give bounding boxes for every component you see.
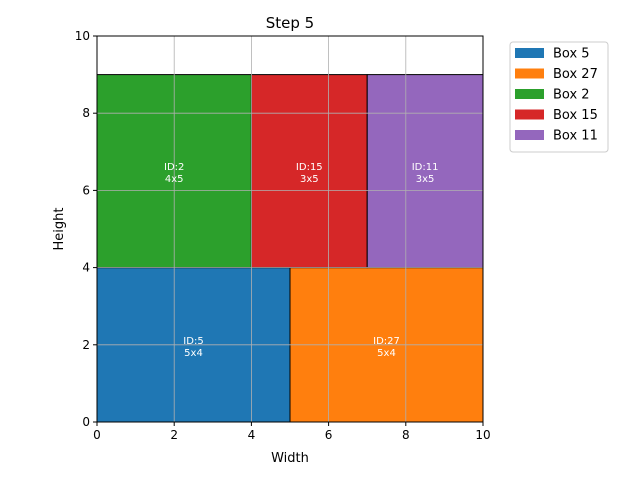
y-tick-label: 0 — [82, 415, 90, 429]
x-axis-label: Width — [271, 451, 309, 466]
legend-label-box-27: Box 27 — [553, 67, 598, 82]
legend-label-box-11: Box 11 — [553, 129, 598, 144]
x-tick-label: 10 — [475, 428, 490, 442]
y-tick-label: 6 — [82, 183, 90, 197]
chart-title: Step 5 — [266, 14, 314, 32]
box-11-id-label: ID:11 — [412, 162, 439, 173]
box-5-id-label: ID:5 — [183, 336, 203, 347]
box-5-size-label: 5x4 — [184, 348, 203, 359]
legend-label-box-15: Box 15 — [553, 108, 598, 123]
y-tick-label: 4 — [82, 261, 90, 275]
legend-label-box-5: Box 5 — [553, 47, 590, 62]
box-11 — [366, 74, 484, 269]
boxes-layer — [96, 74, 484, 423]
y-tick-label: 2 — [82, 338, 90, 352]
legend-swatch-box-27 — [515, 68, 544, 79]
y-tick-label: 8 — [82, 106, 90, 120]
y-axis-label: Height — [52, 208, 67, 251]
x-tick-label: 0 — [93, 428, 101, 442]
box-11-size-label: 3x5 — [416, 174, 435, 185]
legend-swatch-box-5 — [515, 48, 544, 58]
legend-swatch-box-15 — [515, 109, 544, 120]
box-15-size-label: 3x5 — [300, 174, 319, 185]
x-axis-ticks: 0 2 4 6 8 10 — [93, 422, 491, 442]
box-27-id-label: ID:27 — [373, 336, 400, 347]
box-2-size-label: 4x5 — [165, 174, 184, 185]
box-15-id-label: ID:15 — [296, 162, 323, 173]
x-tick-label: 8 — [402, 428, 410, 442]
x-tick-label: 4 — [248, 428, 256, 442]
legend-label-box-2: Box 2 — [553, 88, 590, 103]
box-27-size-label: 5x4 — [377, 348, 396, 359]
x-tick-label: 6 — [325, 428, 333, 442]
y-axis-ticks: 0 2 4 6 8 10 — [75, 29, 97, 429]
box-2-id-label: ID:2 — [164, 162, 184, 173]
plot-frame — [96, 35, 484, 423]
legend-items: Box 5 Box 27 Box 2 Box 15 Box 11 — [515, 47, 598, 144]
y-tick-label: 10 — [75, 29, 90, 43]
x-tick-label: 2 — [170, 428, 178, 442]
legend: Box 5 Box 27 Box 2 Box 15 Box 11 — [509, 41, 609, 153]
legend-swatch-box-11 — [515, 130, 544, 140]
legend-swatch-box-2 — [515, 89, 544, 99]
box-15 — [250, 74, 368, 269]
